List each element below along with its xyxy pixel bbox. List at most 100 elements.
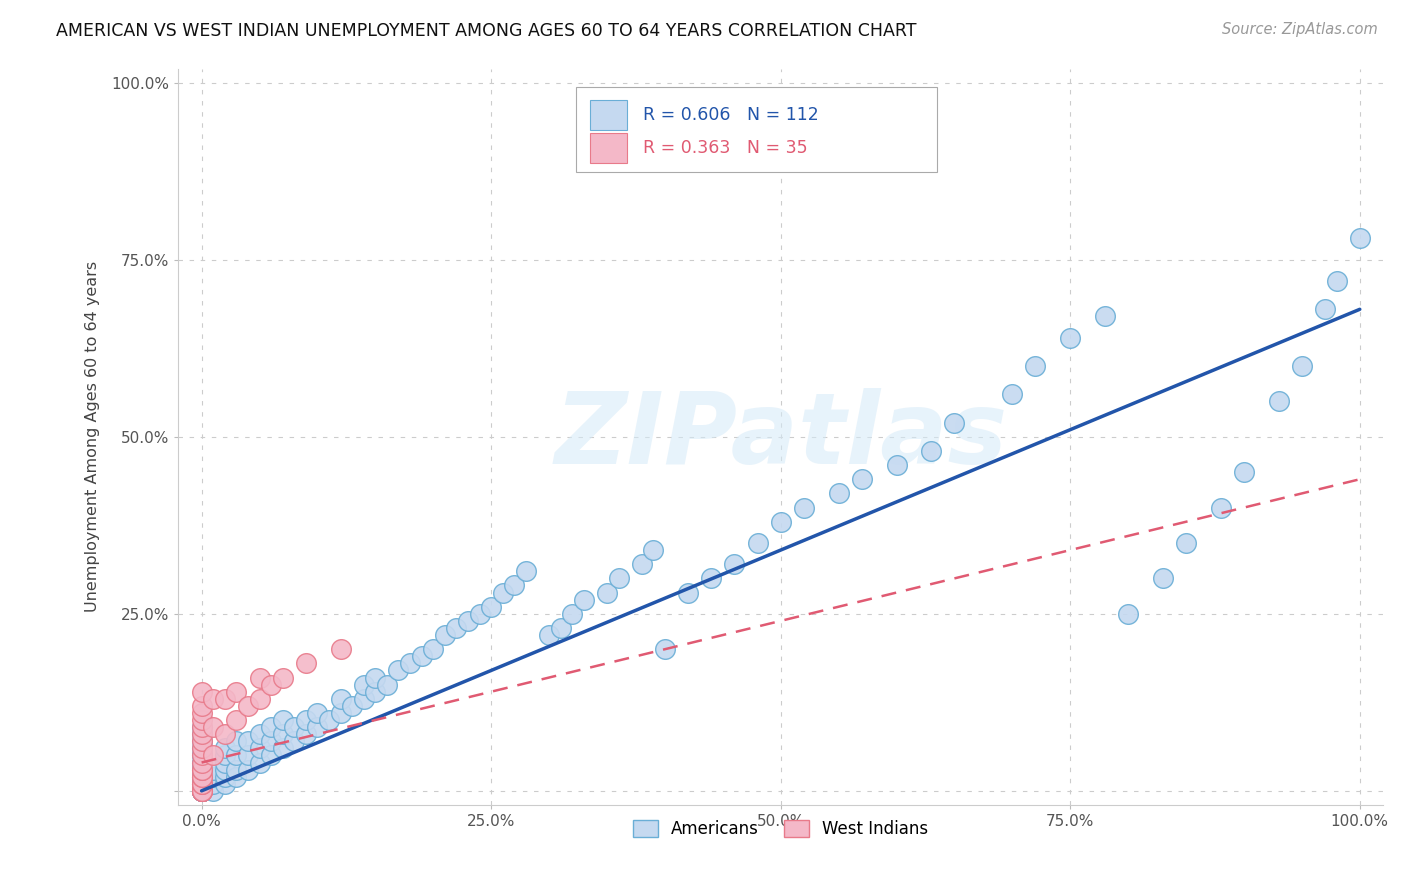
Point [827,486,849,500]
Point [676,585,699,599]
Point [202,770,225,784]
Point [236,734,259,748]
Point [225,770,247,784]
Point [283,734,305,748]
Point [249,741,271,756]
Point [190,770,212,784]
Point [271,713,294,727]
Point [214,741,236,756]
Point [190,763,212,777]
Point [225,713,247,727]
Point [375,678,398,692]
Point [190,784,212,798]
Point [190,784,212,798]
Point [190,784,212,798]
Point [422,642,444,657]
Point [503,578,526,592]
Point [1116,607,1139,621]
Point [479,599,502,614]
Point [353,691,375,706]
Point [190,763,212,777]
Point [492,585,515,599]
Point [399,657,422,671]
Point [700,571,723,585]
Point [329,706,352,720]
Point [249,691,271,706]
Point [561,607,583,621]
FancyBboxPatch shape [576,87,938,171]
Point [190,756,212,770]
Point [260,720,283,734]
Point [643,543,665,558]
Point [214,777,236,791]
Point [1001,387,1024,401]
Point [225,763,247,777]
Point [190,784,212,798]
Point [1209,500,1232,515]
Point [190,784,212,798]
Point [1152,571,1174,585]
Point [190,756,212,770]
Point [538,628,561,642]
Point [793,500,815,515]
Point [572,592,595,607]
Point [190,741,212,756]
Point [249,756,271,770]
Point [190,684,212,698]
Point [236,763,259,777]
Point [364,684,387,698]
Text: R = 0.363   N = 35: R = 0.363 N = 35 [644,139,808,157]
Point [190,720,212,734]
Point [190,748,212,763]
Point [202,763,225,777]
Point [225,748,247,763]
Point [190,784,212,798]
Point [190,763,212,777]
Point [387,664,409,678]
Point [190,777,212,791]
Point [214,763,236,777]
Point [329,691,352,706]
Point [190,770,212,784]
Point [190,784,212,798]
Point [446,621,468,635]
Bar [591,100,627,129]
Point [214,691,236,706]
Point [190,784,212,798]
Point [190,777,212,791]
Point [271,671,294,685]
Point [214,770,236,784]
Point [190,784,212,798]
Point [1267,394,1289,409]
Point [190,734,212,748]
Point [1326,274,1348,288]
Point [260,678,283,692]
Point [295,727,318,741]
Point [596,585,619,599]
Point [225,684,247,698]
Y-axis label: Unemployment Among Ages 60 to 64 years: Unemployment Among Ages 60 to 64 years [86,261,100,612]
Point [607,571,630,585]
Point [340,698,363,713]
Point [295,657,318,671]
Point [214,756,236,770]
Point [249,671,271,685]
Point [353,678,375,692]
Point [190,770,212,784]
Point [190,741,212,756]
Point [329,642,352,657]
Point [1094,310,1116,324]
Point [190,777,212,791]
Point [190,727,212,741]
Point [202,777,225,791]
Point [433,628,456,642]
Point [214,727,236,741]
Point [214,748,236,763]
Bar [591,133,627,163]
Point [260,734,283,748]
Point [886,458,908,472]
Point [190,770,212,784]
Point [630,558,652,572]
Point [1175,536,1198,550]
Point [190,777,212,791]
